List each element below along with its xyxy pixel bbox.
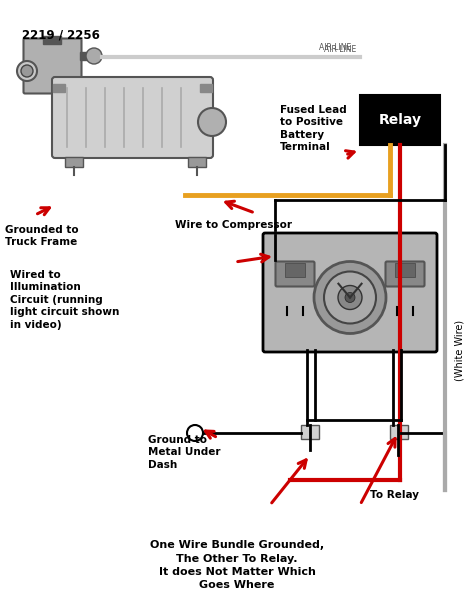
FancyBboxPatch shape [263, 233, 437, 352]
FancyBboxPatch shape [52, 77, 213, 158]
Bar [285, 263, 305, 277]
Text: Wired to
Illumination
Circuit (running
light circuit shown
in video): Wired to Illumination Circuit (running l… [10, 270, 119, 330]
Text: One Wire Bundle Grounded,
The Other To Relay.
It does Not Matter Which
Goes Wher: One Wire Bundle Grounded, The Other To R… [150, 540, 324, 590]
Bar [395, 263, 415, 277]
Circle shape [314, 261, 386, 333]
Circle shape [17, 61, 37, 81]
Text: 2219 / 2256: 2219 / 2256 [22, 28, 100, 41]
Text: To Relay: To Relay [370, 490, 419, 500]
Bar [200, 84, 212, 92]
Bar [65, 157, 83, 167]
Circle shape [324, 271, 376, 323]
Text: AIR LINE: AIR LINE [324, 46, 356, 54]
Bar [188, 157, 206, 167]
Bar [390, 425, 408, 439]
Bar [43, 36, 61, 44]
Bar [53, 84, 65, 92]
Text: Wire to Compressor: Wire to Compressor [175, 220, 292, 230]
FancyBboxPatch shape [385, 261, 425, 287]
Text: Grounded to
Truck Frame: Grounded to Truck Frame [5, 225, 79, 248]
Circle shape [21, 65, 33, 77]
Text: Ground to
Metal Under
Dash: Ground to Metal Under Dash [148, 435, 220, 470]
Bar [360, 95, 440, 145]
Circle shape [198, 108, 226, 136]
Text: Fused Lead
to Positive
Battery
Terminal: Fused Lead to Positive Battery Terminal [280, 105, 347, 152]
Circle shape [86, 48, 102, 64]
Text: (White Wire): (White Wire) [455, 320, 465, 381]
Bar [80, 52, 94, 60]
FancyBboxPatch shape [275, 261, 315, 287]
Circle shape [345, 293, 355, 303]
Circle shape [338, 285, 362, 310]
Circle shape [187, 425, 203, 441]
FancyBboxPatch shape [24, 38, 82, 93]
Text: AIR LINE: AIR LINE [319, 43, 351, 52]
Text: Relay: Relay [379, 113, 421, 127]
Bar [301, 425, 319, 439]
